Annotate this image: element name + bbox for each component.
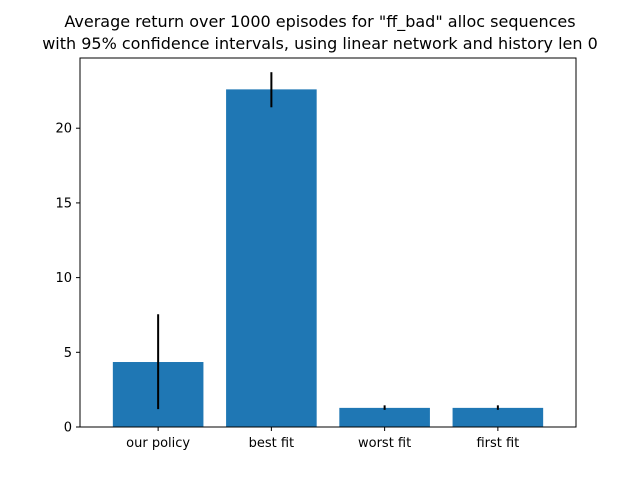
y-tick-label: 20	[55, 122, 72, 137]
bars-layer	[112, 89, 544, 427]
axes-frame	[79, 57, 577, 428]
bar-best-fit	[226, 89, 317, 427]
error-bars-layer	[157, 72, 499, 410]
y-tick-label: 15	[55, 196, 72, 211]
x-axis-ticks: our policy best fit worst fit first fit	[126, 427, 519, 451]
chart-title-line-2: with 95% confidence intervals, using lin…	[42, 34, 598, 53]
y-axis-ticks: 0 5 10 15 20	[55, 122, 80, 436]
y-tick-label: 0	[64, 421, 72, 436]
x-tick-label: first fit	[476, 436, 519, 451]
x-tick-label: worst fit	[358, 436, 411, 451]
y-tick-label: 10	[55, 271, 72, 286]
bar-first-fit	[452, 407, 544, 427]
x-tick-label: our policy	[126, 436, 190, 451]
y-tick-label: 5	[64, 346, 72, 361]
bar-worst-fit	[339, 407, 430, 427]
chart-title-line-1: Average return over 1000 episodes for "f…	[64, 12, 576, 31]
x-tick-label: best fit	[249, 436, 295, 451]
